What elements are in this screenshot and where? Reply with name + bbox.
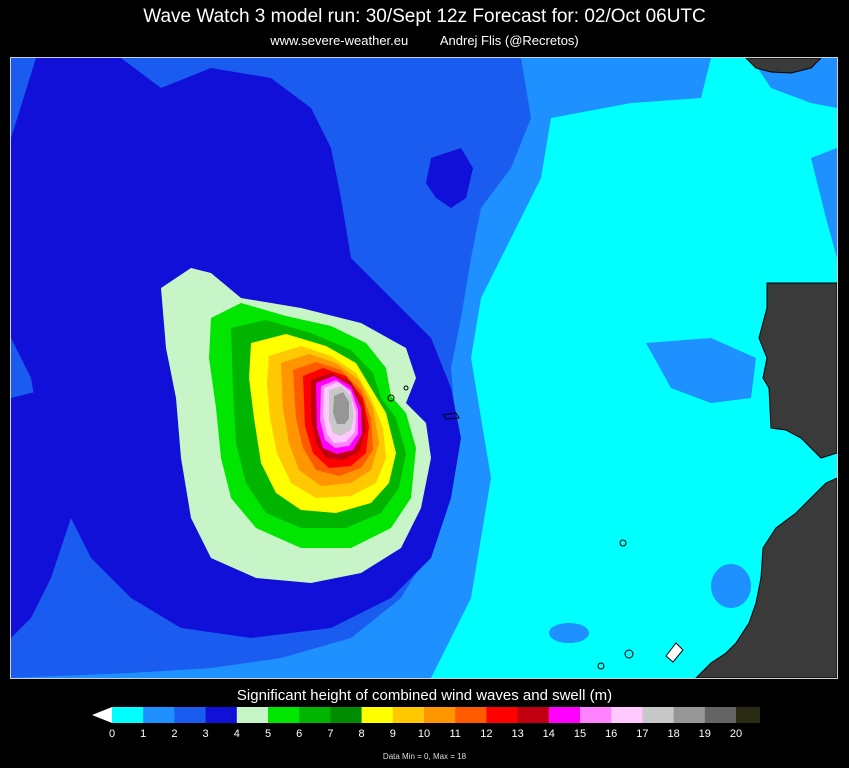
colorbar-tick-label: 14 [542,728,555,740]
colorbar [92,707,760,723]
land-iberia [758,282,837,459]
colorbar-segment [236,707,269,723]
colorbar-segment [361,707,394,723]
colorbar-segment [455,707,487,723]
colorbar-arrow-min [92,707,112,723]
colorbar-tick-label: 1 [140,728,147,740]
colorbar-tick-label: 12 [480,728,493,740]
island-azores-3 [442,412,460,420]
colorbar-tick-label: 6 [296,728,303,740]
map-credits: www.severe-weather.eu Andrej Flis (@Recr… [0,33,849,48]
contour-4-5m-lower [11,388,71,638]
colorbar-segment [673,707,706,723]
island-madeira [619,539,627,547]
data-min-max: Data Min = 0, Max = 18 [382,752,467,761]
colorbar-segment [143,707,175,723]
colorbar-segment [174,707,207,723]
colorbar-tick-label: 10 [417,728,431,740]
contour-18m [333,392,349,424]
colorbar-tick-label: 2 [171,728,178,740]
colorbar-tick-label: 8 [358,728,365,740]
website-credit: www.severe-weather.eu [270,33,409,48]
contour-2-3m-blob1 [711,564,751,608]
island-canary-3 [665,642,684,663]
colorbar-segment [205,707,238,723]
colorbar-segment [611,707,643,723]
colorbar-tick-label: 3 [202,728,209,740]
colorbar-segment [642,707,675,723]
colorbar-segment [548,707,581,723]
wave-height-map [10,57,838,679]
island-azores-1 [387,394,395,402]
colorbar-segment [424,707,456,723]
contour-2-3m-sea [811,148,837,258]
colorbar-segment [580,707,612,723]
contour-2-3m-sw [646,338,756,403]
colorbar-segment [268,707,300,723]
colorbar-tick-label: 15 [573,728,587,740]
colorbar-segment [392,707,425,723]
colorbar-tick-label: 0 [108,728,116,740]
land-africa [695,477,837,678]
colorbar-tick-label: 7 [327,728,334,740]
island-canary-2 [624,649,634,659]
colorbar-segment [736,707,760,723]
colorbar-segment [330,707,363,723]
island-azores-2 [403,385,409,391]
colorbar-segment [112,707,144,723]
colorbar-tick-label: 18 [667,728,680,740]
colorbar-tick-label: 9 [389,728,396,740]
contour-2-3m-blob2 [549,623,589,643]
colorbar-tick-label: 17 [636,728,649,740]
contour-4-5m-island [426,148,473,208]
colorbar-tick-label: 5 [264,728,272,740]
map-title: Wave Watch 3 model run: 30/Sept 12z Fore… [143,6,706,27]
land-ireland [745,58,822,74]
colorbar-segment [486,707,519,723]
colorbar-tick-label: 11 [449,728,461,740]
colorbar-tick-label: 16 [605,728,618,740]
colorbar-tick-label: 20 [729,728,743,740]
colorbar-tick-label: 4 [233,728,240,740]
colorbar-tick-label: 19 [698,728,711,740]
colorbar-tick-label: 13 [511,728,524,740]
author-credit: Andrej Flis (@Recretos) [439,33,579,48]
island-canary-1 [597,662,605,670]
colorbar-segment [299,707,331,723]
colorbar-segment [704,707,737,723]
colorbar-segment [517,707,550,723]
legend-title: Significant height of combined wind wave… [236,687,613,704]
